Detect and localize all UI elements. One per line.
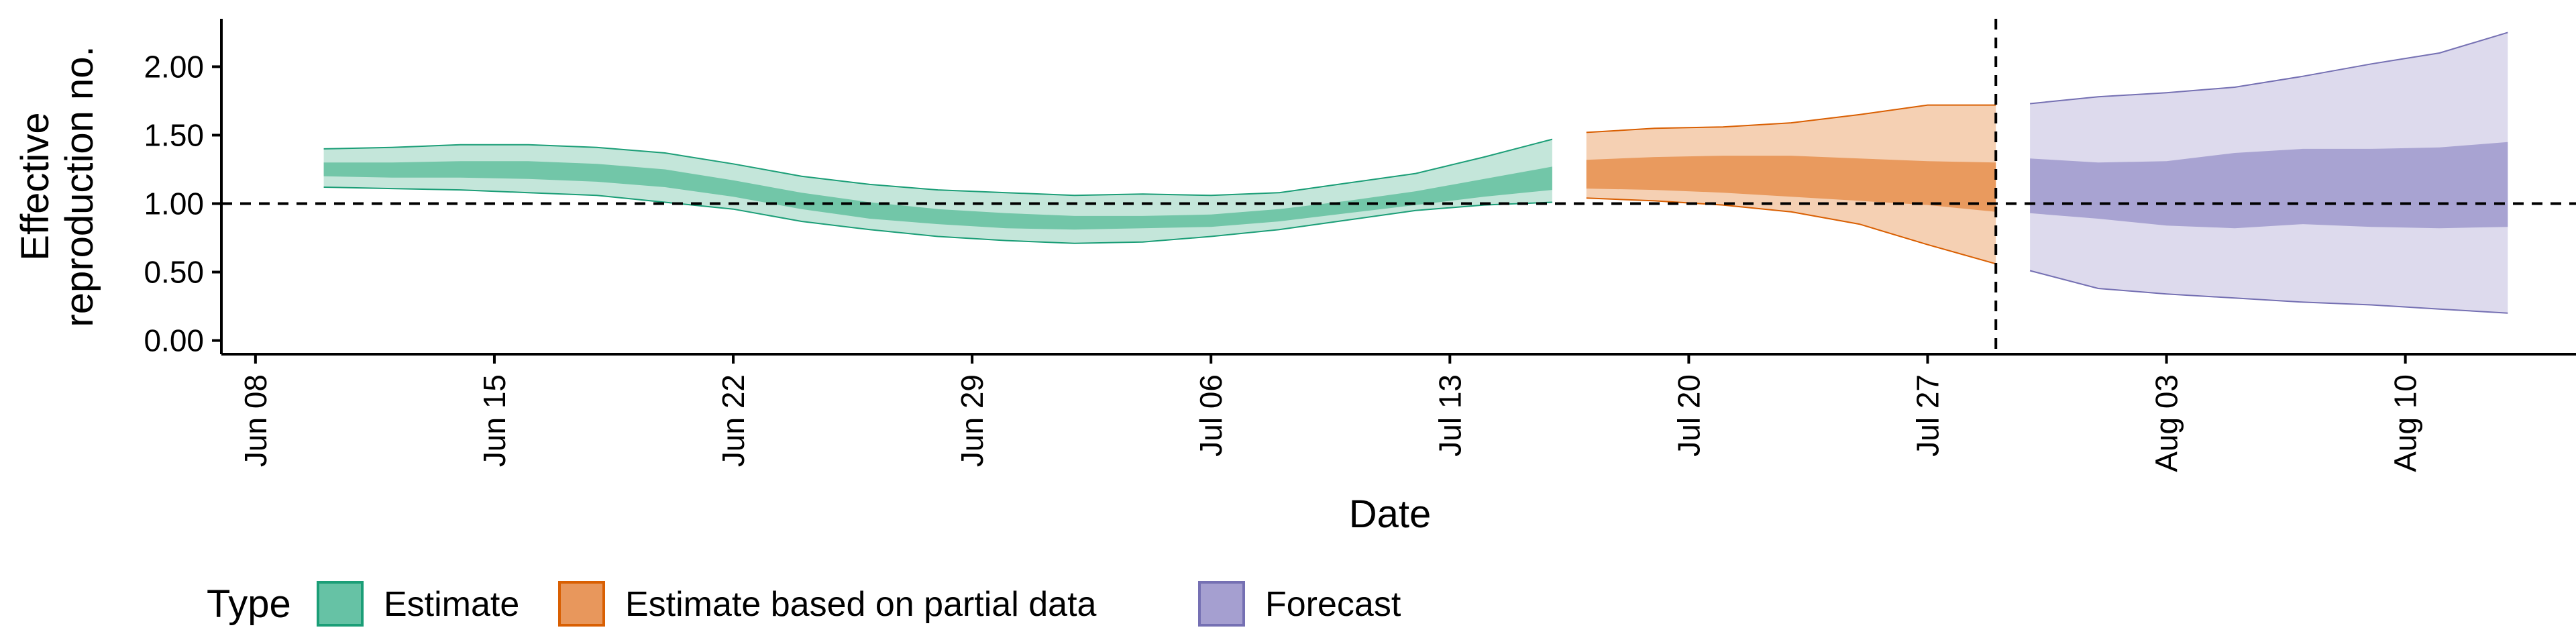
x-tick-label: Jul 06 xyxy=(1193,374,1228,457)
x-tick-label: Jun 29 xyxy=(955,374,989,467)
band-50-1 xyxy=(1586,156,1996,212)
series-2 xyxy=(2029,32,2508,314)
upper-edge-2 xyxy=(2030,32,2508,105)
lower-edge-0 xyxy=(323,186,1552,244)
legend-swatch-0 xyxy=(317,581,364,627)
series-0 xyxy=(323,138,1553,244)
y-tick-label: 0.50 xyxy=(144,255,204,290)
x-tick-label: Jun 15 xyxy=(477,374,512,467)
y-tick-label: 1.50 xyxy=(144,117,204,152)
lower-edge-2 xyxy=(2029,270,2508,314)
x-tick-label: Jul 27 xyxy=(1910,374,1945,457)
y-axis-title-line: Effective xyxy=(13,112,57,260)
legend-label-1: Estimate based on partial data xyxy=(625,585,1097,624)
x-tick-label: Jun 22 xyxy=(716,374,751,467)
band-50-0 xyxy=(323,161,1552,230)
x-tick-label: Jul 20 xyxy=(1671,374,1706,457)
upper-edge-1 xyxy=(1586,104,1996,133)
legend: Type Estimate Estimate based on partial da… xyxy=(207,581,1401,627)
x-tick-label: Jul 13 xyxy=(1432,374,1467,457)
y-tick-label: 0.00 xyxy=(144,323,204,358)
y-axis-title: Effective reproduction no. xyxy=(13,46,101,327)
reference-lines xyxy=(221,19,2576,354)
legend-swatch-2 xyxy=(1198,581,1245,627)
legend-swatch-1 xyxy=(558,581,605,627)
y-tick-label: 2.00 xyxy=(144,49,204,84)
y-axis-title-line: reproduction no. xyxy=(58,46,101,327)
legend-label-2: Forecast xyxy=(1265,585,1401,624)
x-axis-title: Date xyxy=(1349,492,1432,536)
x-tick-label: Aug 10 xyxy=(2388,374,2423,472)
upper-edge-0 xyxy=(323,138,1553,197)
legend-label-0: Estimate xyxy=(384,585,519,624)
series-bands xyxy=(323,32,2508,314)
lower-edge-1 xyxy=(1586,197,1996,265)
x-tick-label: Jun 08 xyxy=(238,374,273,467)
y-tick-label: 1.00 xyxy=(144,186,204,221)
band-50-2 xyxy=(2030,142,2508,229)
axes: 0.00 0.50 1.00 1.50 2.00 Jun 08 Jun 15 Jun 22 Ju… xyxy=(144,19,2576,472)
x-tick-label: Aug 03 xyxy=(2149,374,2184,472)
legend-title: Type xyxy=(207,582,291,626)
series-1 xyxy=(1586,104,1996,265)
